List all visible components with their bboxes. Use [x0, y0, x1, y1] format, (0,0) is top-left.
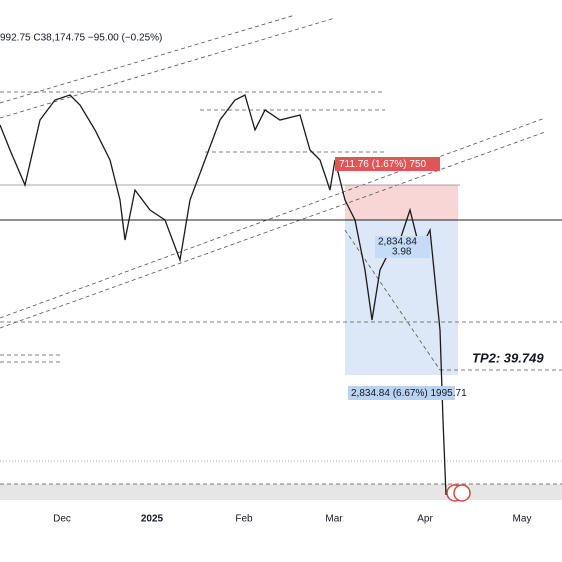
channel-line	[0, 17, 336, 119]
price-line	[0, 94, 447, 496]
short-label: 711.76 (1.67%) 750	[339, 159, 427, 170]
label-box	[335, 157, 440, 171]
ohlc-header: 992.75 C38,174.75 −95.00 (−0.25%)	[0, 33, 162, 44]
x-tick-label: Feb	[235, 514, 253, 525]
projection-line	[344, 229, 441, 371]
zone-band	[0, 484, 562, 500]
x-axis: Dec 2025 Feb Mar Apr May	[53, 514, 531, 525]
x-tick-label: 2025	[141, 514, 164, 525]
x-tick-label: Mar	[325, 514, 343, 525]
long-label: 2,834.84 (6.67%) 1995.71	[351, 388, 467, 399]
label-box	[348, 386, 455, 400]
inner-label: 3.98	[392, 247, 412, 258]
inner-label: 2,834.84	[378, 237, 417, 248]
x-tick-label: May	[513, 514, 532, 525]
stop-zone	[345, 185, 458, 220]
channel-line	[0, 14, 296, 104]
x-tick-label: Dec	[53, 514, 71, 525]
event-icon[interactable]	[453, 484, 471, 502]
target-label: TP2: 39.749	[472, 350, 544, 365]
label-box	[375, 236, 430, 258]
channel-line	[0, 131, 546, 329]
channel-line	[0, 117, 546, 319]
x-tick-label: Apr	[417, 514, 433, 525]
